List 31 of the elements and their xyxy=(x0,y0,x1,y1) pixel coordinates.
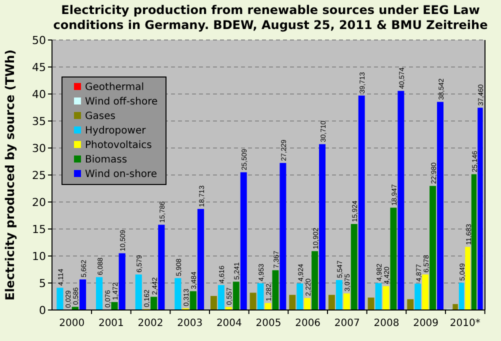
x-tick-label: 2009 xyxy=(413,318,439,329)
legend-label: Photovoltaics xyxy=(85,140,152,151)
y-axis-title: Electricity produced by source (TWh) xyxy=(3,50,17,300)
y-tick-label: 40 xyxy=(32,88,46,101)
chart-title: Electricity production from renewable sources under EEG Law conditions in Germany. BDEW, August 25, 2011 & BMU Zeitreihe xyxy=(53,3,488,32)
y-tick-label: 5 xyxy=(39,276,46,290)
y-tick-label: 25 xyxy=(32,168,46,182)
y-tick-label: 15 xyxy=(32,222,46,236)
x-tick-label: 2000 xyxy=(59,318,85,329)
y-tick-label: 45 xyxy=(32,60,46,74)
y-tick-label: 10 xyxy=(32,250,46,263)
y-tick-label: 0 xyxy=(39,304,46,317)
x-tick-label: 2003 xyxy=(177,318,203,329)
x-tick-label: 2005 xyxy=(256,318,282,329)
y-tick-label: 20 xyxy=(32,196,46,209)
x-tick-label: 2010* xyxy=(450,318,480,329)
y-tick-label: 30 xyxy=(32,142,46,155)
y-tick-label: 35 xyxy=(32,114,46,128)
legend-label: Geothermal xyxy=(85,82,144,93)
x-tick-label: 2004 xyxy=(216,318,242,329)
x-tick-label: 2006 xyxy=(295,318,321,329)
legend-label: Gases xyxy=(85,111,116,122)
y-tick-label: 50 xyxy=(32,34,46,47)
x-tick-label: 2007 xyxy=(334,318,360,329)
x-tick-label: 2001 xyxy=(98,318,124,329)
legend-label: Hydropower xyxy=(85,126,147,136)
legend-label: Wind off-shore xyxy=(85,96,158,108)
legend-label: Biomass xyxy=(85,154,128,166)
x-tick-label: 2002 xyxy=(138,318,164,329)
x-tick-label: 2008 xyxy=(374,318,400,329)
legend-label: Wind on-shore xyxy=(85,169,158,180)
